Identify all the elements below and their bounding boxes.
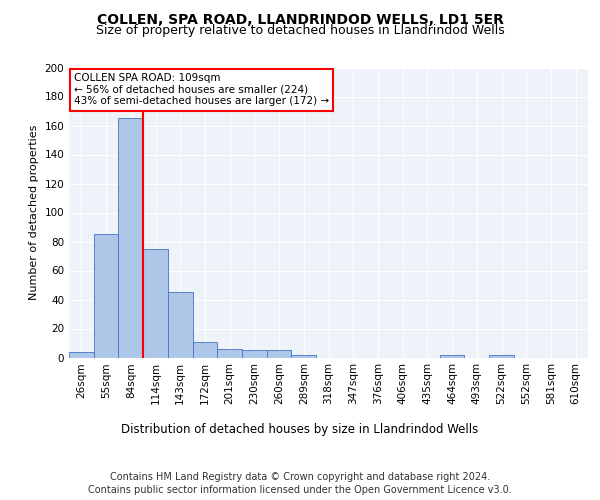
Bar [242, 350, 267, 358]
Bar [193, 342, 217, 357]
Bar [292, 354, 316, 358]
Text: Contains public sector information licensed under the Open Government Licence v3: Contains public sector information licen… [88, 485, 512, 495]
Bar [118, 118, 143, 358]
Bar [168, 292, 193, 358]
Bar [489, 354, 514, 358]
Bar [440, 354, 464, 358]
Y-axis label: Number of detached properties: Number of detached properties [29, 125, 39, 300]
Bar [267, 350, 292, 358]
Text: COLLEN, SPA ROAD, LLANDRINDOD WELLS, LD1 5ER: COLLEN, SPA ROAD, LLANDRINDOD WELLS, LD1… [97, 12, 503, 26]
Bar [217, 349, 242, 358]
Bar [143, 248, 168, 358]
Text: Size of property relative to detached houses in Llandrindod Wells: Size of property relative to detached ho… [95, 24, 505, 37]
Text: Contains HM Land Registry data © Crown copyright and database right 2024.: Contains HM Land Registry data © Crown c… [110, 472, 490, 482]
Bar [69, 352, 94, 358]
Bar [94, 234, 118, 358]
Text: Distribution of detached houses by size in Llandrindod Wells: Distribution of detached houses by size … [121, 422, 479, 436]
Text: COLLEN SPA ROAD: 109sqm
← 56% of detached houses are smaller (224)
43% of semi-d: COLLEN SPA ROAD: 109sqm ← 56% of detache… [74, 74, 329, 106]
